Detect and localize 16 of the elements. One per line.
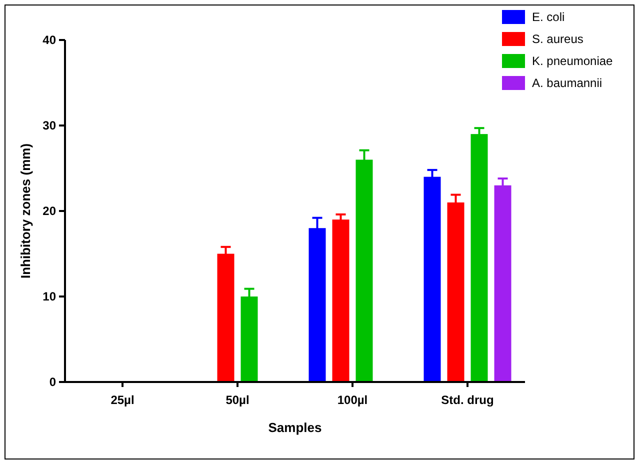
x-tick-label: 50µl <box>226 393 250 407</box>
y-tick-label: 30 <box>42 118 56 133</box>
legend-label: K. pneumoniae <box>532 54 614 68</box>
x-tick-label: 100µl <box>337 393 368 407</box>
y-tick-label: 10 <box>42 290 56 304</box>
legend-label: E. coli <box>532 10 565 24</box>
legend-label: A. baumannii <box>532 76 602 90</box>
x-tick-label: 25µl <box>110 393 134 407</box>
y-tick-label: 20 <box>42 204 56 218</box>
x-axis-title: Samples <box>268 420 322 435</box>
y-tick-label: 40 <box>42 33 56 48</box>
bar <box>332 220 350 382</box>
y-axis-title: Inhibitory zones (mm) <box>18 143 33 279</box>
legend-label: S. aureus <box>532 32 584 46</box>
y-tick-label: 0 <box>49 375 56 390</box>
x-tick-label: Std. drug <box>441 393 494 407</box>
